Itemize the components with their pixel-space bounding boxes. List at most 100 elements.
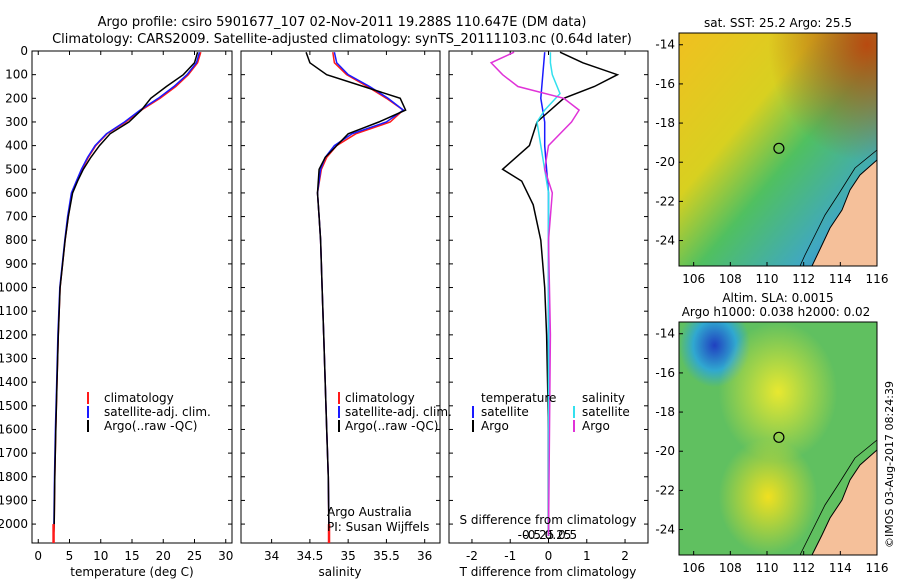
- imos-stamp: ©IMOS 03-Aug-2017 08:24:39: [883, 381, 896, 548]
- x-tick-label: 25: [187, 549, 202, 563]
- x-tick-label: 34.5: [297, 549, 324, 563]
- legend-sat-label: satellite-adj. clim.: [345, 405, 452, 419]
- y-tick-label: 300: [5, 115, 28, 129]
- legend-t-sat-label: satellite: [481, 405, 529, 419]
- legend-s-sat-label: satellite: [582, 405, 630, 419]
- temperature-xlabel: temperature (deg C): [70, 565, 193, 579]
- map-x-tick-label: 114: [829, 272, 852, 286]
- x-top-tick-label: -0.25: [523, 528, 554, 542]
- x-tick-label: 15: [124, 549, 139, 563]
- y-tick-label: 1900: [0, 493, 28, 507]
- y-tick-label: 900: [5, 257, 28, 271]
- y-tick-label: 0: [20, 44, 28, 58]
- x-tick-label: 5: [66, 549, 74, 563]
- y-tick-label: 1100: [0, 304, 28, 318]
- map-x-tick-label: 106: [682, 272, 705, 286]
- sla-map-axes: 106 108 110 112 114 116 -14 -16 -18 -20 -22 -24: [655, 327, 888, 575]
- x-top-tick-label: 0.25: [545, 528, 572, 542]
- temperature-panel-frame: [31, 50, 233, 544]
- salinity-legend: climatology satellite-adj. clim. Argo(..…: [338, 391, 452, 433]
- series-line-s-satellite: [536, 52, 561, 536]
- legend-salinity-heading: salinity: [582, 391, 625, 405]
- map-y-tick-label: -22: [655, 483, 675, 497]
- map-x-tick-label: 106: [682, 561, 705, 575]
- sla-map: [679, 322, 877, 555]
- legend-s-argo-label: Argo: [582, 419, 610, 433]
- y-tick-label: 1200: [0, 328, 28, 342]
- sst-coast-land: [811, 159, 877, 266]
- difference-legend: temperature satellite Argo salinity sate…: [472, 391, 630, 433]
- sst-map-title: sat. SST: 25.2 Argo: 25.5: [704, 16, 852, 30]
- figure-title-line1: Argo profile: csiro 5901677_107 02-Nov-2…: [98, 15, 587, 30]
- y-tick-label: 1300: [0, 352, 28, 366]
- map-y-tick-label: -18: [655, 405, 675, 419]
- x-tick-label: 10: [93, 549, 108, 563]
- y-tick-label: 100: [5, 68, 28, 82]
- sst-map-frame: [678, 32, 878, 267]
- sst-shelf-contour: [799, 149, 877, 266]
- map-x-tick-label: 108: [719, 272, 742, 286]
- series-line-argo: [52, 51, 199, 536]
- series-line-t-argo: [501, 51, 620, 536]
- map-x-tick-label: 116: [866, 561, 889, 575]
- temperature-plot: 0100200300400500600700800900100011001200…: [0, 44, 233, 563]
- y-tick-label: 1600: [0, 422, 28, 436]
- series-line-climatology: [52, 51, 202, 536]
- y-tick-label: 700: [5, 210, 28, 224]
- sla-map-title: Altim. SLA: 0.0015: [722, 291, 833, 305]
- x-tick-label: 35.5: [373, 549, 400, 563]
- map-y-tick-label: -16: [655, 77, 675, 91]
- sst-map: [679, 33, 877, 266]
- x-top-tick-label: 0.5: [558, 528, 577, 542]
- legend-clim-label: climatology: [104, 391, 174, 405]
- map-x-tick-label: 112: [792, 272, 815, 286]
- x-tick-label: 34: [264, 549, 279, 563]
- legend-temperature-heading: temperature: [481, 391, 556, 405]
- map-x-tick-label: 112: [792, 561, 815, 575]
- x-tick-label: 1: [583, 549, 591, 563]
- x-tick-label: 36: [417, 549, 432, 563]
- x-tick-label: 0: [34, 549, 42, 563]
- legend-argo-label: Argo(..raw -QC): [345, 419, 438, 433]
- map-x-tick-label: 110: [756, 272, 779, 286]
- sst-map-axes: 106 108 110 112 114 116 -14 -16 -18 -20 -22 -24: [655, 38, 888, 286]
- map-y-tick-label: -22: [655, 194, 675, 208]
- salinity-xlabel: salinity: [318, 565, 361, 579]
- sla-map-subtitle: Argo h1000: 0.038 h2000: 0.02: [682, 305, 871, 319]
- y-tick-label: 1000: [0, 281, 28, 295]
- series-line-climatology: [316, 52, 405, 536]
- map-x-tick-label: 108: [719, 561, 742, 575]
- series-line-argo: [305, 51, 407, 536]
- map-y-tick-label: -14: [655, 38, 675, 52]
- map-y-tick-label: -24: [655, 234, 675, 248]
- y-tick-label: 800: [5, 233, 28, 247]
- x-tick-label: 20: [156, 549, 171, 563]
- map-x-tick-label: 116: [866, 272, 889, 286]
- sst-float-marker: [773, 142, 785, 154]
- y-tick-label: 1500: [0, 399, 28, 413]
- salinity-panel-frame: [240, 50, 441, 544]
- x-tick-label: 2: [621, 549, 629, 563]
- series-line-satellite: [52, 51, 201, 536]
- y-tick-label: 1800: [0, 470, 28, 484]
- x-tick-label: -1: [504, 549, 516, 563]
- legend-t-argo-label: Argo: [481, 419, 509, 433]
- x-tick-label: -2: [466, 549, 478, 563]
- salinity-annotation-line2: PI: Susan Wijffels: [327, 520, 429, 534]
- y-tick-label: 2000: [0, 517, 28, 531]
- sla-float-marker: [773, 431, 785, 443]
- series-line-s-argo: [489, 51, 581, 536]
- map-x-tick-label: 110: [756, 561, 779, 575]
- map-y-tick-label: -20: [655, 444, 675, 458]
- y-tick-label: 200: [5, 91, 28, 105]
- difference-xlabel: T difference from climatology: [459, 565, 637, 579]
- series-line-satellite: [316, 52, 405, 536]
- map-y-tick-label: -14: [655, 327, 675, 341]
- map-x-tick-label: 114: [829, 561, 852, 575]
- figure-title-line2: Climatology: CARS2009. Satellite-adjuste…: [52, 32, 632, 47]
- difference-top-label: S difference from climatology: [460, 513, 637, 527]
- sla-coast-land: [811, 449, 877, 555]
- salinity-plot: 34 34.5 35 35.5 36: [241, 50, 440, 563]
- temperature-legend: climatology satellite-adj. clim. Argo(..…: [87, 391, 211, 433]
